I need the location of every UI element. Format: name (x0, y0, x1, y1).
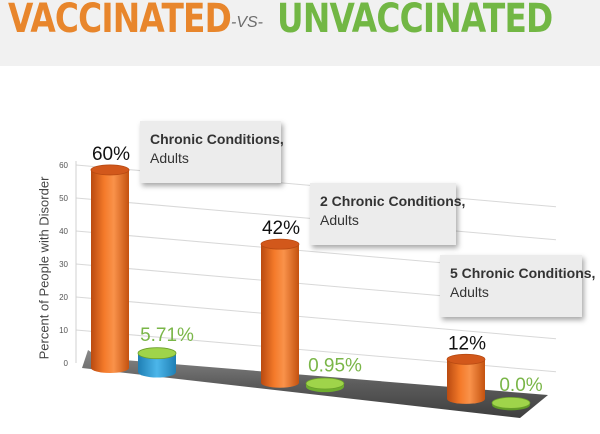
bar-vaccinated-top (446, 353, 486, 365)
y-tick-label: 50 (59, 194, 68, 203)
bar-unvaccinated-top (305, 377, 345, 390)
y-tick-label: 60 (59, 161, 68, 170)
callout-category-2: 2 Chronic Conditions, Adults (310, 183, 466, 245)
header-band: VACCINATED -VS- UNVACCINATED (0, 0, 600, 66)
callout-sub: Adults (320, 212, 359, 228)
bar-vaccinated-top (260, 238, 300, 250)
data-label-vaccinated: 42% (262, 218, 300, 239)
bar-unvaccinated-top (491, 396, 531, 409)
data-label-unvaccinated: 5.71% (140, 325, 194, 346)
data-label-vaccinated: 12% (448, 333, 486, 354)
bar-unvaccinated-top (137, 347, 177, 360)
callout-title: 2 Chronic Conditions, (320, 193, 466, 209)
y-tick-label: 40 (59, 227, 68, 236)
bar-vaccinated-top (90, 164, 130, 176)
callout-title: Chronic Conditions, (150, 131, 284, 147)
y-tick-label: 30 (59, 260, 68, 269)
y-tick-label: 10 (59, 326, 68, 335)
callout-category-1: Chronic Conditions, Adults (140, 121, 284, 183)
callout-sub: Adults (150, 150, 189, 166)
bar-vaccinated (261, 244, 299, 388)
title-unvaccinated: UNVACCINATED (277, 0, 553, 42)
data-label-vaccinated: 60% (92, 144, 130, 165)
title-vs: -VS- (231, 14, 263, 31)
y-axis-label: Percent of People with Disorder (36, 176, 52, 360)
bar-vaccinated (447, 359, 485, 404)
y-tick-label: 0 (64, 359, 69, 368)
bar-unvaccinated (138, 353, 176, 378)
callout-category-3: 5 Chronic Conditions, Adults (440, 255, 596, 317)
bar-vaccinated (91, 169, 129, 373)
gridline (75, 296, 557, 340)
callout-title: 5 Chronic Conditions, (450, 265, 596, 281)
data-label-unvaccinated: 0.95% (308, 356, 362, 377)
callout-sub: Adults (450, 284, 489, 300)
title-vaccinated: VACCINATED (8, 0, 232, 42)
y-tick-label: 20 (59, 293, 68, 302)
data-label-unvaccinated: 0.0% (499, 375, 542, 396)
